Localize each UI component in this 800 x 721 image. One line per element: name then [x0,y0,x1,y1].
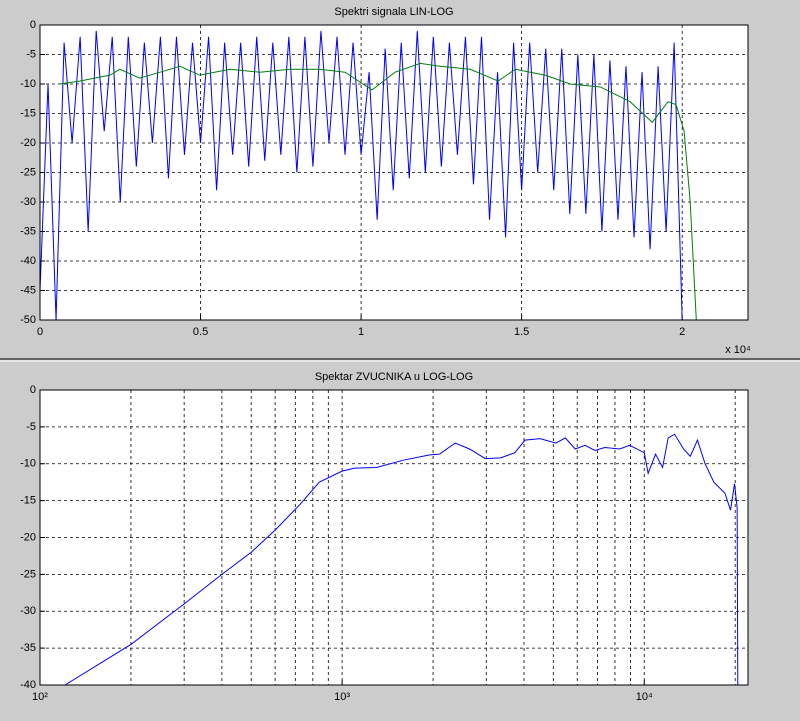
axes-frame [39,389,749,686]
y-tick-label: -15 [20,107,36,119]
y-tick-label: -30 [20,605,36,617]
y-tick-label: -25 [20,166,36,178]
y-tick-label: 0 [30,19,36,31]
x-tick-label: 10⁴ [636,691,653,703]
x-multiplier: x 10⁴ [725,344,751,356]
y-tick-label: -10 [20,78,36,90]
y-tick-label: -45 [20,284,36,296]
y-tick-label: -20 [20,137,36,149]
x-tick-label: 1 [358,326,364,338]
y-tick-label: 0 [30,384,36,396]
y-tick-label: -35 [20,225,36,237]
series-line [59,62,697,321]
x-tick-label: 0 [37,326,43,338]
y-tick-label: -10 [20,458,36,470]
x-tick-label: 10² [32,691,48,703]
y-tick-label: -5 [26,421,36,433]
y-tick-label: -40 [20,255,36,267]
y-tick-label: -20 [20,531,36,543]
y-tick-label: -50 [20,314,36,326]
chart-title: Spektar ZVUCNIKA u LOG-LOG [315,371,473,383]
axes-frame [39,24,749,321]
chart-title: Spektri signala LIN-LOG [334,6,453,18]
series-line [64,433,739,686]
y-tick-label: -40 [20,679,36,691]
x-tick-label: 1.5 [514,326,529,338]
x-tick-label: 0.5 [193,326,208,338]
y-tick-label: -15 [20,495,36,507]
x-tick-label: 2 [679,326,685,338]
x-tick-label: 10³ [334,691,350,703]
y-tick-label: -25 [20,568,36,580]
y-tick-label: -5 [26,48,36,60]
y-tick-label: -30 [20,196,36,208]
y-tick-label: -35 [20,642,36,654]
